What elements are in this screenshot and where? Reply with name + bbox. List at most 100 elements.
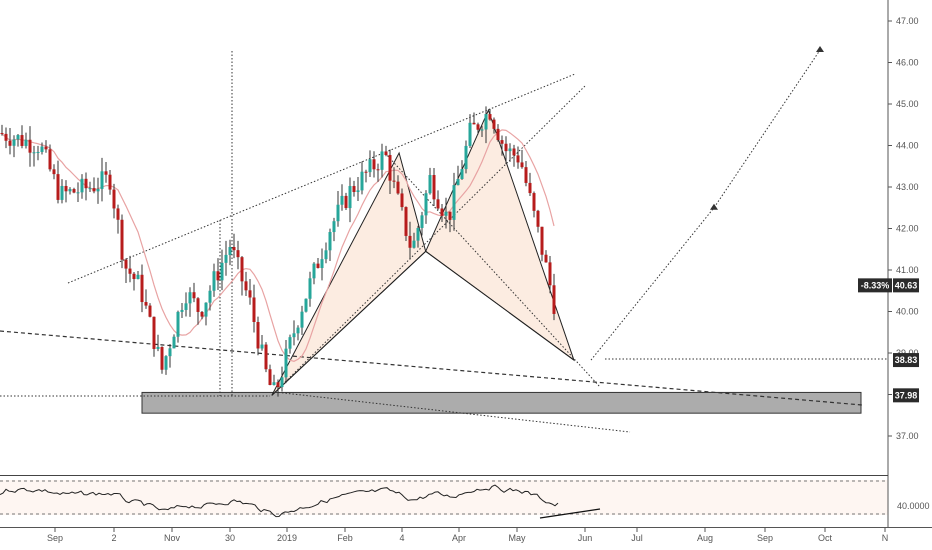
price-tick-label: 45.00: [896, 99, 919, 109]
candle-body: [32, 152, 36, 154]
time-tick-label: 30: [225, 533, 235, 543]
mid-arrow-icon: [710, 203, 718, 210]
candle-body: [60, 185, 64, 200]
price-tick-label: 46.00: [896, 58, 919, 68]
candle-body: [336, 204, 340, 222]
candle-body: [340, 195, 344, 205]
candle-body: [216, 271, 220, 281]
candle-body: [168, 348, 172, 357]
candle-body: [188, 292, 192, 304]
time-tick-label: Sep: [47, 533, 63, 543]
candle-body: [148, 305, 152, 317]
candle-body: [184, 303, 188, 310]
candle-body: [532, 193, 536, 211]
candle-body: [328, 232, 332, 251]
pattern-line-bd: [425, 250, 575, 361]
time-tick-label: Nov: [164, 533, 181, 543]
candle-body: [212, 271, 216, 291]
candle-body: [92, 188, 96, 192]
candle-body: [236, 250, 240, 258]
candle-body: [464, 145, 468, 170]
candle-body: [432, 175, 436, 200]
candle-body: [100, 171, 104, 189]
candle-body: [356, 190, 360, 192]
price-tick-label: 39.00: [896, 348, 919, 358]
rsi-band: [0, 480, 888, 515]
price-tick-label: 42.00: [896, 224, 919, 234]
candle-body: [380, 151, 384, 170]
candle-body: [384, 151, 388, 156]
candle-body: [360, 171, 364, 191]
candle-body: [376, 169, 380, 171]
candle-body: [48, 149, 52, 170]
candle-body: [364, 171, 368, 173]
candle-body: [176, 311, 180, 337]
candle-body: [224, 254, 228, 263]
candle-body: [156, 346, 160, 349]
candle-body: [8, 140, 12, 146]
time-tick-label: Apr: [452, 533, 466, 543]
time-tick-label: Oct: [818, 533, 833, 543]
candle-body: [144, 302, 148, 306]
candle-body: [496, 128, 500, 141]
candle-body: [268, 369, 272, 385]
candles: [0, 106, 556, 397]
candle-body: [164, 356, 168, 370]
candle-body: [264, 344, 268, 370]
candle-body: [80, 178, 84, 193]
candle-body: [404, 207, 408, 236]
time-tick-label: 2019: [277, 533, 297, 543]
candle-body: [312, 263, 316, 279]
candle-body: [240, 257, 244, 282]
descending-projection-line: [384, 152, 601, 388]
candle-body: [96, 188, 100, 192]
target-arrow-icon: [816, 46, 824, 53]
candle-body: [284, 348, 288, 378]
candle-body: [160, 346, 164, 370]
change-tag-text: -8.33%: [861, 280, 890, 290]
time-tick-label: Aug: [697, 533, 713, 543]
candle-body: [152, 316, 156, 349]
price-tick-label: 37.00: [896, 431, 919, 441]
candle-body: [228, 247, 232, 255]
candle-body: [320, 259, 324, 269]
candle-body: [28, 139, 32, 153]
candle-body: [0, 133, 4, 135]
candle-body: [508, 148, 512, 152]
candle-body: [488, 114, 492, 120]
candle-body: [416, 227, 420, 241]
candle-body: [12, 139, 16, 146]
candle-body: [424, 193, 428, 216]
candle-body: [40, 146, 44, 152]
candle-body: [324, 250, 328, 260]
candle-body: [440, 208, 444, 216]
candle-body: [552, 285, 556, 314]
candle-body: [372, 159, 376, 170]
candle-body: [108, 174, 112, 190]
candle-body: [528, 182, 532, 194]
candle-body: [412, 240, 416, 248]
price-tick-label: 41.00: [896, 265, 919, 275]
candle-body: [256, 322, 260, 349]
candle-body: [516, 155, 520, 163]
candle-body: [348, 186, 352, 209]
price-tag-bg: [893, 353, 919, 368]
candle-body: [16, 135, 20, 140]
candle-body: [140, 274, 144, 303]
candle-body: [196, 298, 200, 312]
candle-body: [400, 193, 404, 208]
candle-body: [288, 337, 292, 349]
time-tick-label: Feb: [337, 533, 353, 543]
pattern-line-xb: [271, 250, 427, 396]
price-tag-text: 37.98: [895, 390, 918, 400]
price-tag-text: 40.63: [895, 280, 918, 290]
candle-body: [200, 311, 204, 317]
candle-body: [36, 151, 40, 153]
candle-body: [444, 211, 448, 216]
change-tag-bg: [858, 278, 892, 293]
candle-body: [460, 169, 464, 179]
candle-body: [476, 124, 480, 130]
candle-body: [20, 135, 24, 146]
candle-body: [208, 290, 212, 303]
